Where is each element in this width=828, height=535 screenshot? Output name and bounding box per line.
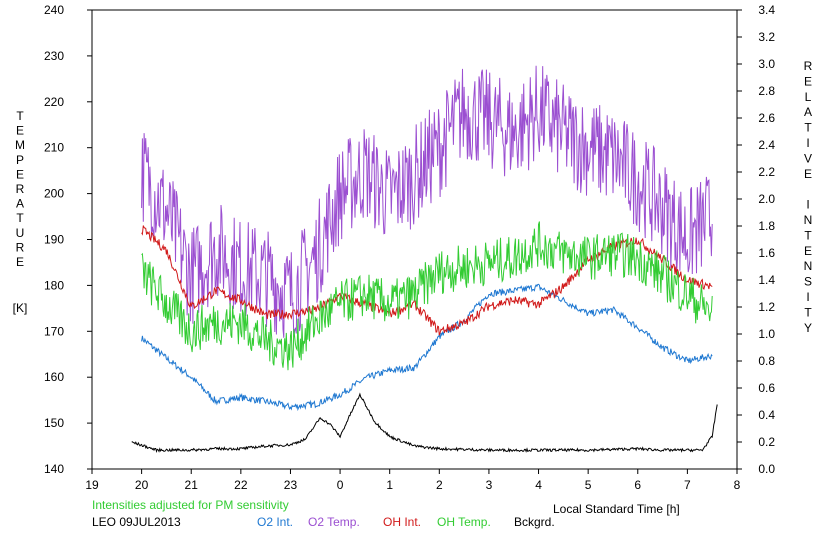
x-tick-label: 23 xyxy=(284,478,298,492)
y-right-tick-label: 0.2 xyxy=(758,435,775,449)
y-right-tick-label: 2.6 xyxy=(758,111,775,125)
sensitivity-note: Intensities adjusted for PM sensitivity xyxy=(92,498,289,512)
y-right-tick-label: 1.8 xyxy=(758,219,775,233)
y-left-tick-label: 190 xyxy=(44,233,64,247)
y-right-tick-label: 3.0 xyxy=(758,57,775,71)
y-left-tick-label: 210 xyxy=(44,141,64,155)
x-axis-label: Local Standard Time [h] xyxy=(553,502,680,516)
legend-entry-1: O2 Temp. xyxy=(308,515,360,529)
y-right-tick-label: 2.2 xyxy=(758,165,775,179)
axes-layer xyxy=(87,9,742,474)
x-tick-label: 4 xyxy=(535,478,542,492)
x-tick-label: 1 xyxy=(386,478,393,492)
legend-entry-3: OH Temp. xyxy=(437,515,491,529)
y-right-tick-label: 3.2 xyxy=(758,30,775,44)
x-tick-label: 0 xyxy=(337,478,344,492)
y-left-tick-label: 160 xyxy=(44,370,64,384)
x-tick-label: 2 xyxy=(436,478,443,492)
x-tick-label: 8 xyxy=(734,478,741,492)
y-left-axis-unit: [K] xyxy=(13,301,28,315)
x-tick-label: 19 xyxy=(85,478,99,492)
text-layer: 19 20 21 22 23 0 1 2 3 4 5 6 7 8140150160170180190200… xyxy=(13,3,813,529)
series-line-3 xyxy=(141,221,713,371)
y-left-tick-label: 140 xyxy=(44,462,64,476)
x-tick-label: 20 xyxy=(135,478,149,492)
series-line-1 xyxy=(141,65,713,338)
x-tick-label: 6 xyxy=(634,478,641,492)
y-right-tick-label: 3.4 xyxy=(758,3,775,17)
y-right-tick-label: 0.4 xyxy=(758,408,775,422)
legend-entry-2: OH Int. xyxy=(383,515,421,529)
y-right-tick-label: 1.2 xyxy=(758,300,775,314)
legend-entry-4: Bckgrd. xyxy=(514,515,555,529)
series-layer xyxy=(131,65,718,454)
x-tick-label: 7 xyxy=(684,478,691,492)
series-line-0 xyxy=(141,283,713,412)
y-right-tick-label: 0.6 xyxy=(758,381,775,395)
y-right-tick-label: 2.0 xyxy=(758,192,775,206)
plot-frame xyxy=(91,9,738,470)
y-left-tick-label: 150 xyxy=(44,416,64,430)
plot-area xyxy=(91,9,738,470)
y-left-tick-label: 200 xyxy=(44,187,64,201)
y-right-tick-label: 1.4 xyxy=(758,273,775,287)
y-right-tick-label: 2.8 xyxy=(758,84,775,98)
y-right-tick-label: 0.0 xyxy=(758,462,775,476)
y-left-tick-label: 180 xyxy=(44,278,64,292)
series-line-4 xyxy=(131,392,718,454)
y-right-tick-label: 1.6 xyxy=(758,246,775,260)
y-left-tick-label: 220 xyxy=(44,95,64,109)
y-right-tick-label: 2.4 xyxy=(758,138,775,152)
y-left-tick-label: 230 xyxy=(44,49,64,63)
y-left-tick-label: 240 xyxy=(44,3,64,17)
y-right-tick-label: 1.0 xyxy=(758,327,775,341)
station-label: LEO 09JUL2013 xyxy=(92,515,181,529)
y-left-tick-label: 170 xyxy=(44,324,64,338)
x-tick-label: 3 xyxy=(486,478,493,492)
x-tick-label: 21 xyxy=(185,478,199,492)
x-tick-label: 5 xyxy=(585,478,592,492)
y-right-tick-label: 0.8 xyxy=(758,354,775,368)
x-tick-label: 22 xyxy=(234,478,248,492)
legend-entry-0: O2 Int. xyxy=(257,515,293,529)
